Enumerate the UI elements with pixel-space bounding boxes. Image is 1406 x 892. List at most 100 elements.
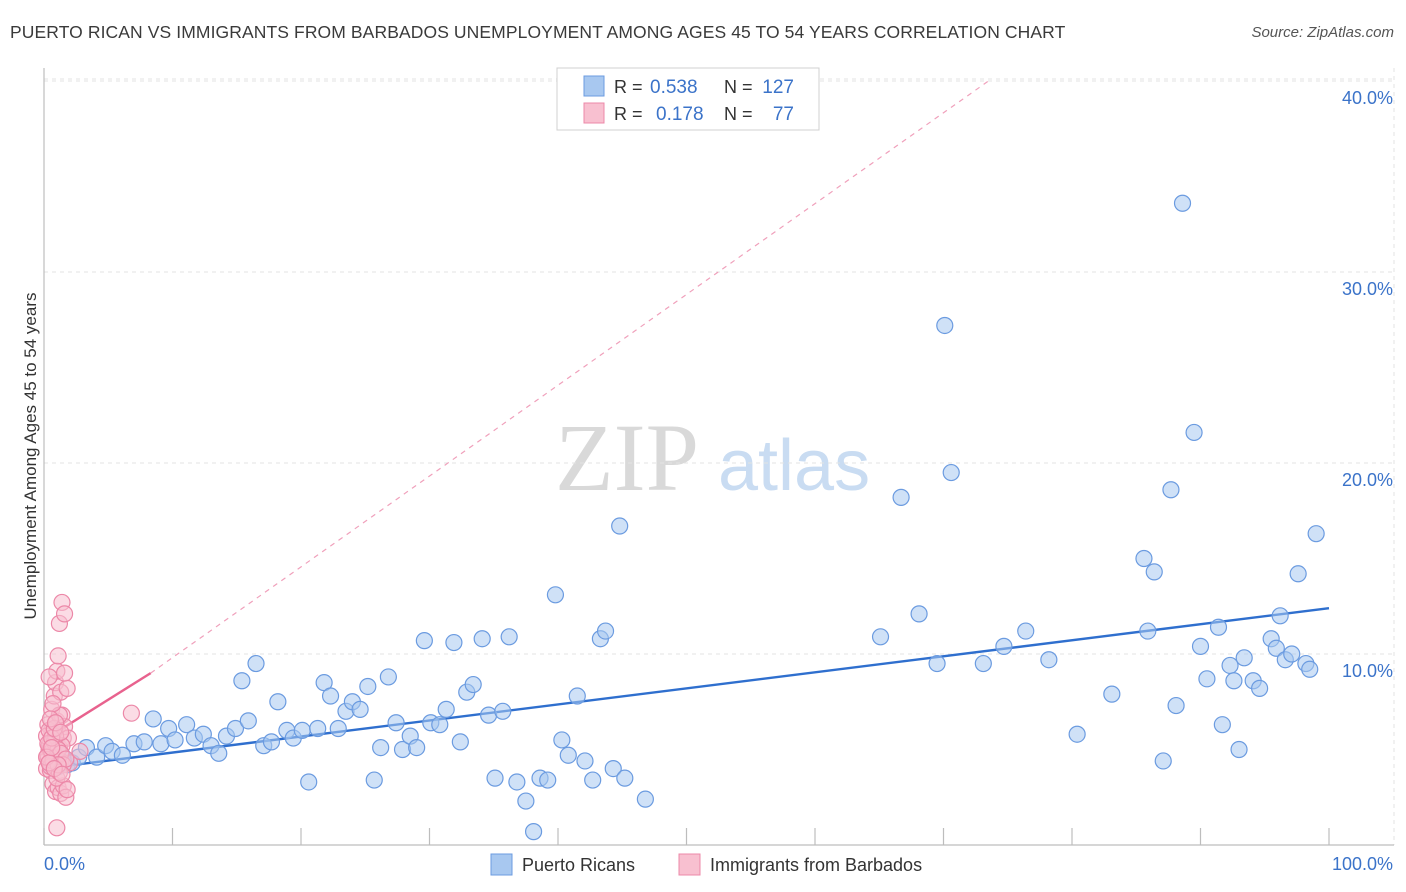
point-puerto-ricans [464,675,482,694]
point-puerto-ricans [568,687,586,705]
legend-r-value-1: 0.538 [650,77,698,98]
point-puerto-ricans [636,790,654,808]
y-tick-label: 10.0% [1342,661,1393,681]
point-puerto-ricans [293,721,311,740]
point-puerto-ricans [524,823,543,841]
point-barbados [49,647,67,665]
legend-r-label-1: R = [614,77,643,97]
point-puerto-ricans [387,714,405,732]
legend-swatch-puerto-ricans [583,75,605,97]
point-puerto-ricans [166,731,184,749]
point-puerto-ricans [486,769,504,787]
point-puerto-ricans [910,605,928,623]
point-puerto-ricans [494,702,512,720]
legend-n-value-2: 77 [773,104,794,125]
point-puerto-ricans [1139,622,1157,640]
point-puerto-ricans [1301,660,1319,678]
point-puerto-ricans [262,733,281,751]
point-barbados [53,765,71,783]
point-barbados [48,819,66,837]
point-puerto-ricans [1068,725,1086,743]
watermark-atlas: atlas [718,426,870,506]
x-tick-label-max: 100.0% [1332,854,1393,874]
point-puerto-ricans [269,693,287,711]
point-puerto-ricans [408,738,426,757]
x-ticks [43,828,1330,845]
point-puerto-ricans [508,773,526,791]
point-puerto-ricans [359,677,377,696]
point-puerto-ricans [1213,716,1231,734]
point-puerto-ricans [365,771,383,789]
bottom-legend-swatch-puerto-ricans [490,853,513,876]
point-barbados [71,742,89,761]
point-puerto-ricans [974,654,992,673]
point-puerto-ricans [379,668,397,686]
legend-n-label-1: N = [724,77,753,97]
point-puerto-ricans [372,738,390,757]
point-puerto-ricans [210,744,228,762]
point-puerto-ricans [451,733,469,751]
point-puerto-ricans [871,628,890,646]
bottom-legend: Puerto Ricans Immigrants from Barbados [490,853,922,876]
point-puerto-ricans [247,654,265,673]
bottom-legend-label-puerto-ricans: Puerto Ricans [522,855,635,875]
point-puerto-ricans [88,748,106,766]
point-puerto-ricans [928,654,946,673]
point-puerto-ricans [584,771,602,789]
point-puerto-ricans [1162,481,1180,499]
point-puerto-ricans [144,710,162,728]
y-tick-label: 30.0% [1342,279,1393,299]
point-barbados [40,668,58,686]
y-tick-label: 40.0% [1342,88,1393,108]
point-puerto-ricans [942,463,960,482]
point-puerto-ricans [135,733,153,751]
point-puerto-ricans [1209,618,1228,636]
point-puerto-ricans [1289,565,1307,583]
point-puerto-ricans [233,672,251,690]
point-puerto-ricans [300,773,318,791]
point-puerto-ricans [596,622,615,640]
point-puerto-ricans [576,752,594,770]
point-puerto-ricans [604,759,622,778]
point-puerto-ricans [1103,685,1121,703]
point-puerto-ricans [1271,607,1289,625]
point-puerto-ricans [309,719,327,738]
point-puerto-ricans [1267,639,1285,657]
legend-box: R = 0.538 N = 127 R = 0.178 N = 77 [556,67,820,131]
point-puerto-ricans [1221,656,1239,675]
point-puerto-ricans [539,771,557,789]
point-puerto-ricans [113,746,131,764]
point-puerto-ricans [1283,645,1301,663]
point-puerto-ricans [936,316,954,335]
point-puerto-ricans [500,628,518,646]
point-puerto-ricans [351,700,369,718]
point-barbados [58,679,76,697]
point-puerto-ricans [1173,194,1192,212]
point-puerto-ricans [1040,651,1058,669]
y-axis-title: Unemployment Among Ages 45 to 54 years [21,293,40,620]
point-barbados [122,704,140,722]
trend-line-0 [43,606,1330,770]
point-barbados [43,738,61,757]
point-puerto-ricans [239,712,257,730]
point-puerto-ricans [415,632,433,650]
legend-swatch-barbados [583,102,605,124]
point-puerto-ricans [1225,672,1243,690]
point-puerto-ricans [1185,423,1203,442]
chart-title: PUERTO RICAN VS IMMIGRANTS FROM BARBADOS… [10,22,1066,42]
x-tick-label-min: 0.0% [44,854,85,874]
point-puerto-ricans [1251,679,1269,697]
point-puerto-ricans [1191,637,1210,655]
point-puerto-ricans [480,706,498,724]
point-puerto-ricans [611,517,629,535]
point-barbados [44,695,62,713]
point-puerto-ricans [553,731,571,749]
trend-extension-1 [150,80,989,674]
y-tick-label: 20.0% [1342,470,1393,490]
point-puerto-ricans [321,687,340,705]
point-puerto-ricans [329,719,347,738]
point-puerto-ricans [517,792,535,810]
point-puerto-ricans [1145,563,1163,581]
point-puerto-ricans [437,700,455,718]
